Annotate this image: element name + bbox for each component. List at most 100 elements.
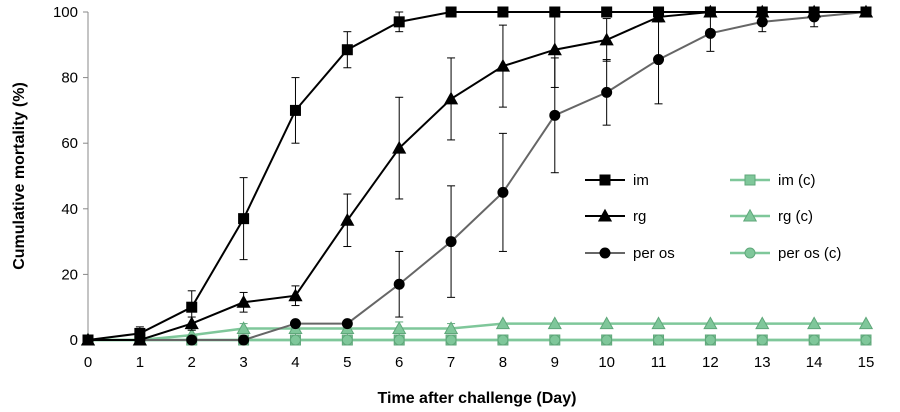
y-tick-label: 0 xyxy=(70,332,78,349)
x-tick-label: 8 xyxy=(499,354,507,371)
y-axis-title: Cumulative mortality (%) xyxy=(11,82,28,270)
data-point xyxy=(599,316,614,330)
data-point xyxy=(497,6,509,18)
data-point xyxy=(704,6,716,18)
data-point xyxy=(601,334,613,346)
data-point xyxy=(392,321,407,335)
data-point xyxy=(186,334,198,346)
data-point xyxy=(497,186,509,198)
data-point xyxy=(807,316,822,330)
data-point xyxy=(549,334,561,346)
data-point xyxy=(653,334,665,346)
data-point xyxy=(808,334,820,346)
data-point xyxy=(756,334,768,346)
series-line xyxy=(88,11,867,341)
x-axis-title: Time after challenge (Day) xyxy=(378,390,577,407)
data-point xyxy=(599,32,614,46)
data-point xyxy=(547,42,562,56)
x-tick-label: 3 xyxy=(239,354,247,371)
data-point xyxy=(860,6,872,18)
legend-item-im-c: im (c) xyxy=(730,172,816,189)
data-point xyxy=(860,334,872,346)
data-point xyxy=(341,334,353,346)
data-point xyxy=(392,140,407,154)
x-tick-label: 15 xyxy=(858,354,875,371)
data-point xyxy=(134,327,146,339)
data-point xyxy=(653,54,665,66)
series-per-os xyxy=(82,6,872,346)
y-tick-label: 80 xyxy=(61,70,78,87)
data-point xyxy=(651,316,666,330)
data-point xyxy=(340,213,355,226)
legend-item-rg-c: rg (c) xyxy=(730,208,813,225)
legend-label: im xyxy=(633,172,649,189)
data-point xyxy=(495,58,511,72)
y-tick-label: 100 xyxy=(53,4,78,21)
legend: im im (c) rg rg (c) per os per os (c) xyxy=(585,172,841,262)
series-line xyxy=(88,322,866,342)
y-tick-label: 60 xyxy=(61,135,78,152)
legend-marker xyxy=(599,174,611,186)
x-tick-label: 0 xyxy=(84,354,92,371)
x-tick-label: 6 xyxy=(395,354,403,371)
data-point xyxy=(393,278,405,290)
data-point xyxy=(445,334,457,346)
y-tick-label: 40 xyxy=(61,201,78,218)
x-tick-label: 9 xyxy=(551,354,559,371)
legend-label: per os (c) xyxy=(778,245,841,262)
data-point xyxy=(289,334,301,346)
legend-marker xyxy=(742,208,758,222)
x-tick-label: 7 xyxy=(447,354,455,371)
y-tick-labels: 0 20 40 60 80 100 xyxy=(53,4,88,349)
legend-item-per-os-c: per os (c) xyxy=(730,245,841,262)
data-point xyxy=(186,301,198,313)
legend-item-per-os: per os xyxy=(585,245,675,262)
data-point xyxy=(704,27,716,39)
legend-label: per os xyxy=(633,245,675,262)
data-point xyxy=(547,316,562,330)
data-point xyxy=(601,86,613,98)
data-point xyxy=(393,16,405,28)
data-point xyxy=(393,334,405,346)
data-point xyxy=(341,44,353,56)
data-point xyxy=(288,288,303,302)
series-im xyxy=(82,6,872,346)
x-tick-label: 2 xyxy=(188,354,196,371)
y-tick-label: 20 xyxy=(61,266,78,283)
data-point xyxy=(755,316,770,330)
x-tick-label: 1 xyxy=(136,354,144,371)
data-point xyxy=(82,334,94,346)
data-point xyxy=(238,334,250,346)
data-point xyxy=(289,318,301,330)
data-point xyxy=(445,236,457,248)
legend-label: rg xyxy=(633,208,646,225)
legend-label: im (c) xyxy=(778,172,816,189)
x-tick-label: 13 xyxy=(754,354,771,371)
data-point xyxy=(549,109,561,121)
data-point xyxy=(495,316,511,330)
data-point xyxy=(808,6,820,18)
x-tick-label: 11 xyxy=(651,354,667,371)
series-layer xyxy=(80,4,874,346)
legend-label: rg (c) xyxy=(778,208,813,225)
legend-marker xyxy=(599,247,611,259)
x-tick-label: 5 xyxy=(343,354,351,371)
data-point xyxy=(443,321,459,335)
data-point xyxy=(549,6,561,18)
x-tick-labels: 0 1 2 3 4 5 6 7 8 9 10 11 12 13 14 15 xyxy=(84,340,875,371)
data-point xyxy=(443,91,459,105)
data-point xyxy=(601,6,613,18)
data-point xyxy=(445,6,457,18)
x-tick-label: 12 xyxy=(702,354,719,371)
legend-marker xyxy=(744,174,756,186)
data-point xyxy=(653,6,665,18)
data-point xyxy=(497,334,509,346)
data-point xyxy=(341,318,353,330)
data-point xyxy=(289,104,301,116)
data-point xyxy=(756,6,768,18)
legend-item-rg: rg xyxy=(585,208,646,225)
data-point xyxy=(238,213,250,225)
data-point xyxy=(703,316,718,330)
x-tick-label: 4 xyxy=(291,354,299,371)
x-tick-label: 14 xyxy=(806,354,823,371)
